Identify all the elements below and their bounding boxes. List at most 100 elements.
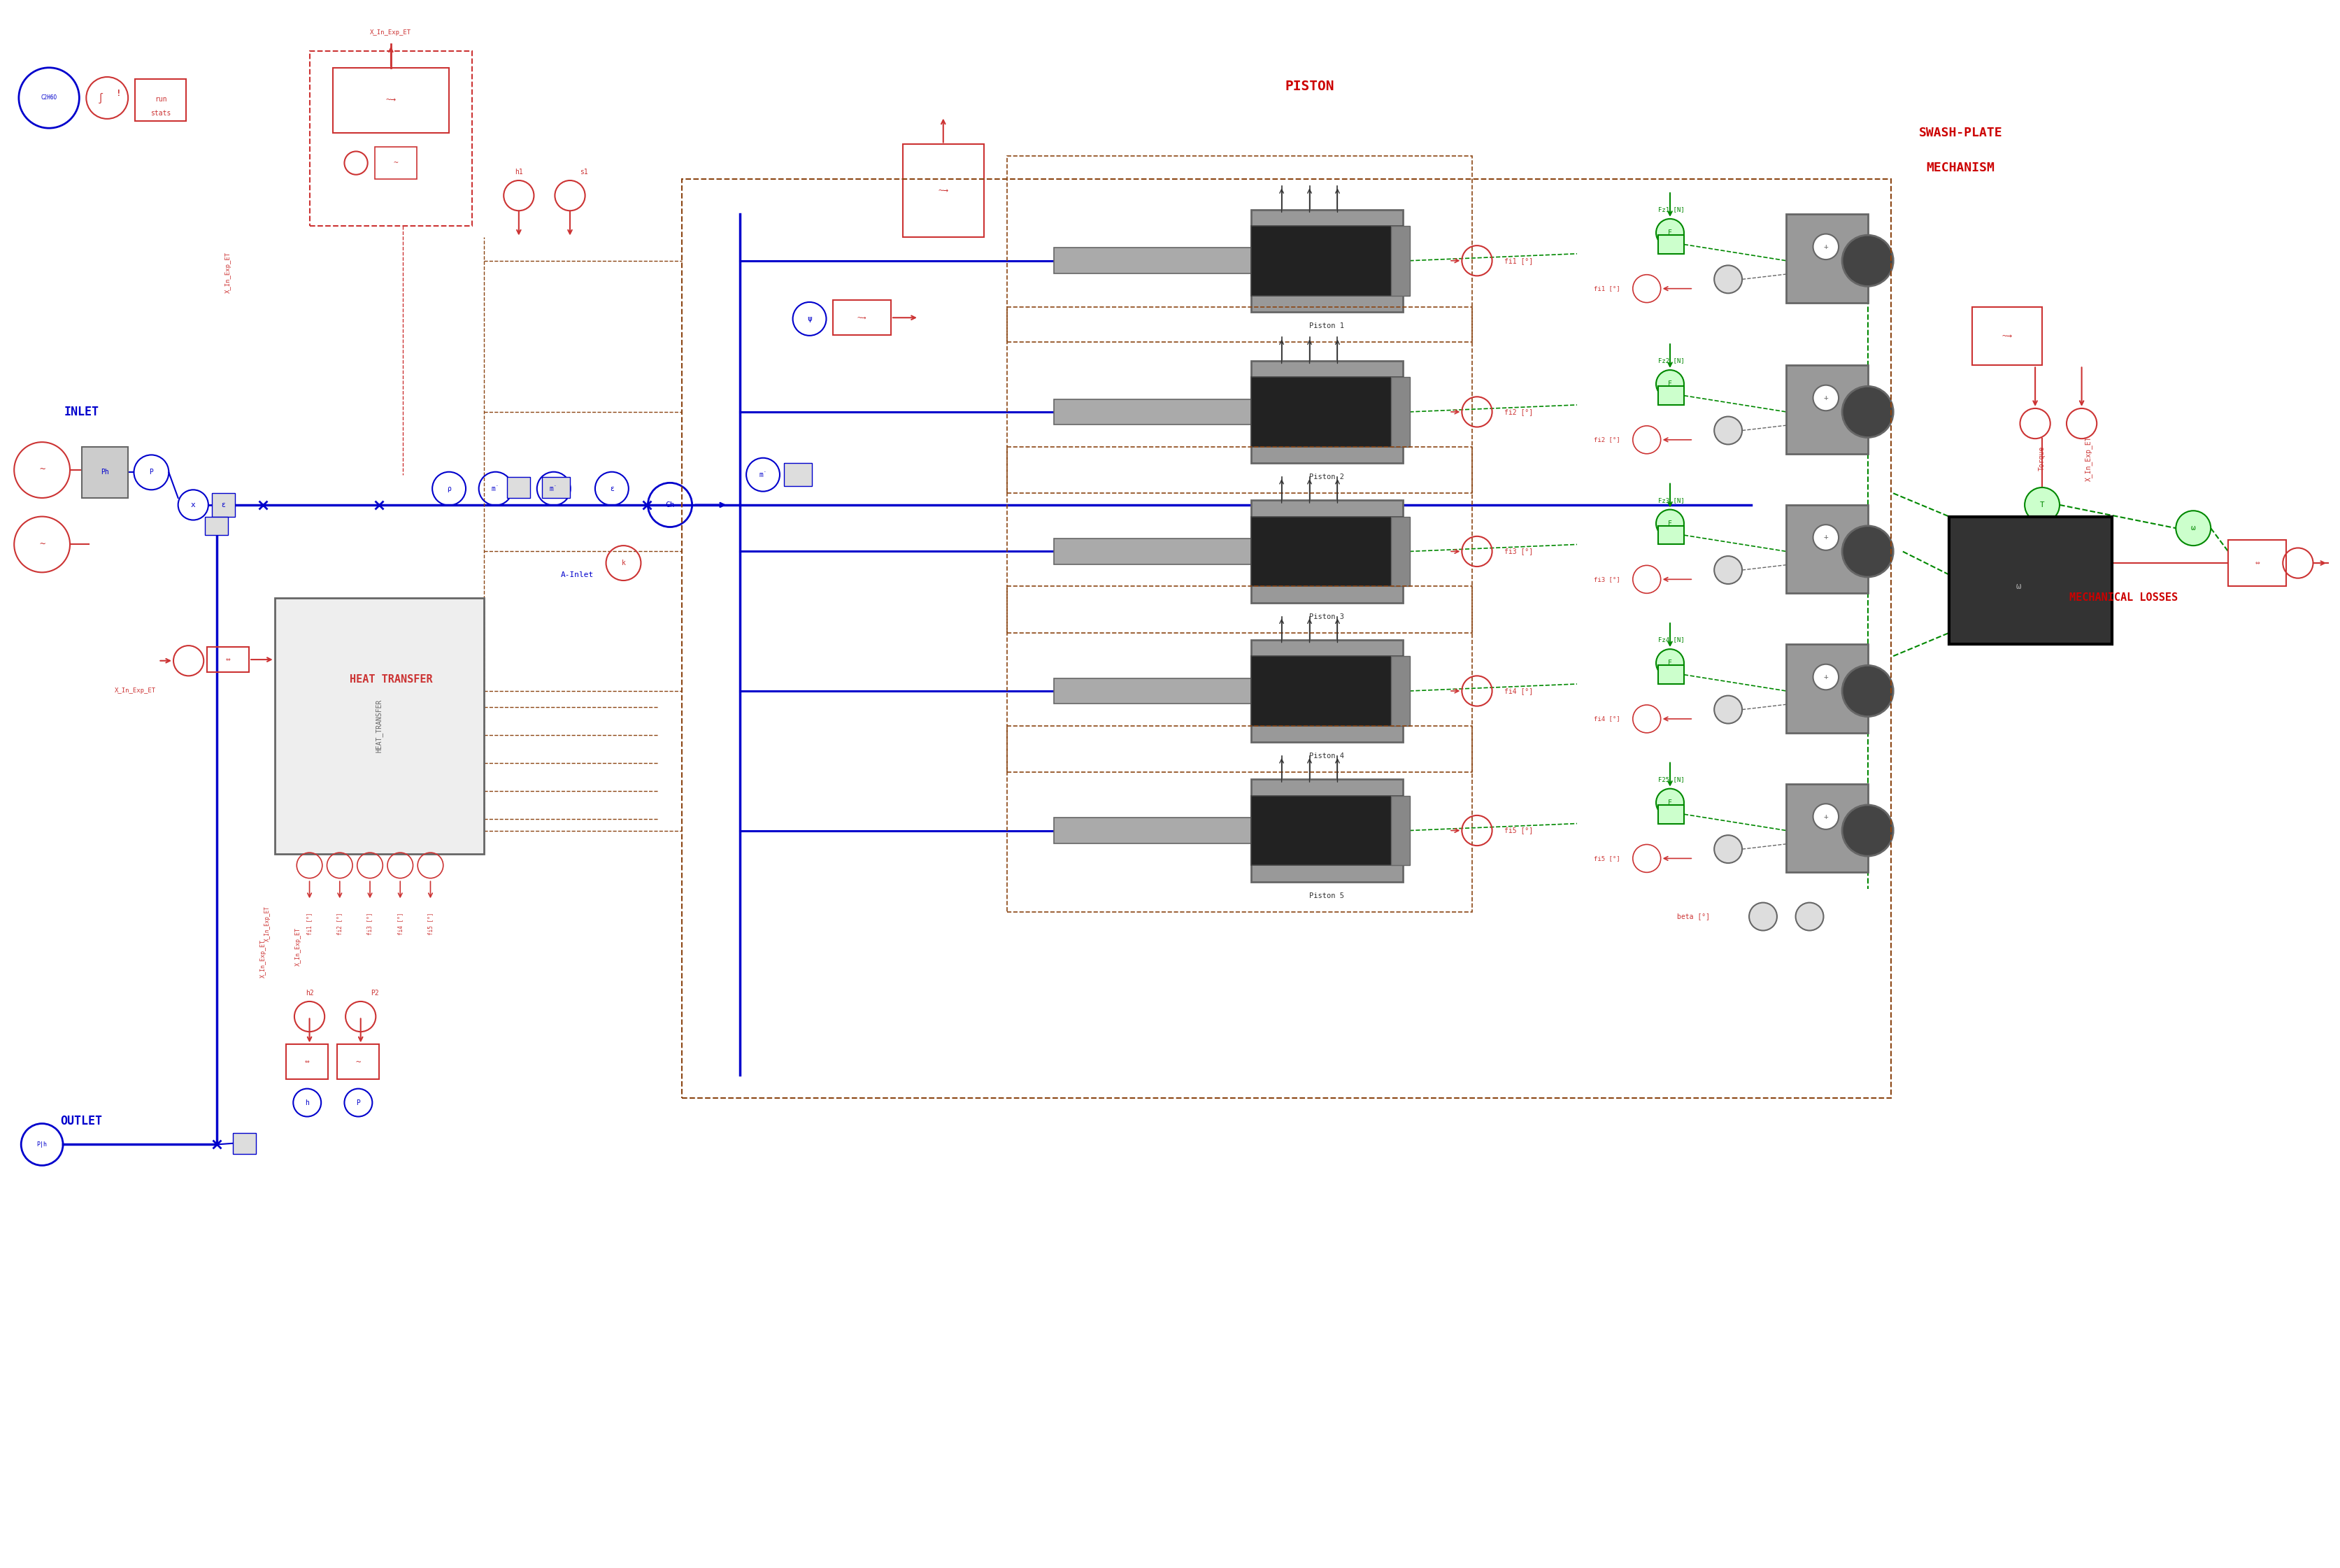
Bar: [543, 477, 571, 499]
Bar: [784, 463, 812, 486]
Text: fi5 [°]: fi5 [°]: [428, 913, 433, 935]
Circle shape: [1814, 386, 1839, 411]
Text: P|h: P|h: [37, 1142, 47, 1148]
Text: Fz4 [N]: Fz4 [N]: [1659, 637, 1685, 643]
Text: fi5 [°]: fi5 [°]: [1594, 855, 1619, 861]
Text: ~→: ~→: [856, 314, 866, 321]
Text: MECHANISM: MECHANISM: [1926, 162, 1996, 174]
Bar: [374, 147, 417, 179]
Bar: [1252, 500, 1402, 602]
Text: ω: ω: [2017, 582, 2022, 591]
Text: Torque: Torque: [2038, 445, 2045, 470]
Bar: [1252, 210, 1402, 312]
Bar: [1390, 376, 1409, 447]
Text: X_In_Exp_ET: X_In_Exp_ET: [115, 688, 157, 695]
Bar: [833, 299, 892, 336]
Text: +: +: [1823, 243, 1828, 251]
Text: Piston 4: Piston 4: [1310, 753, 1345, 759]
Circle shape: [1657, 789, 1685, 817]
Text: Piston 2: Piston 2: [1310, 474, 1345, 480]
Text: h1: h1: [515, 169, 522, 176]
Text: h2: h2: [307, 989, 314, 997]
Bar: [274, 597, 484, 853]
Text: Fz3 [N]: Fz3 [N]: [1659, 497, 1685, 503]
Text: ⇔: ⇔: [304, 1058, 309, 1065]
Text: beta [°]: beta [°]: [1678, 913, 1711, 920]
Bar: [1390, 516, 1409, 586]
Bar: [1659, 525, 1685, 544]
Text: SWASH-PLATE: SWASH-PLATE: [1919, 127, 2003, 140]
Bar: [1973, 307, 2043, 365]
Text: ṁ: ṁ: [758, 470, 768, 478]
Text: !: !: [117, 89, 122, 97]
Text: +: +: [1823, 674, 1828, 681]
Circle shape: [2176, 511, 2211, 546]
Text: F: F: [1668, 660, 1673, 666]
Text: HEAT_TRANSFER: HEAT_TRANSFER: [374, 699, 384, 753]
Bar: [1785, 215, 1867, 303]
Bar: [1252, 516, 1402, 586]
Text: F: F: [1668, 229, 1673, 237]
Bar: [82, 447, 129, 499]
Text: Piston 3: Piston 3: [1310, 613, 1345, 619]
Text: OUTLET: OUTLET: [61, 1115, 103, 1127]
Text: fi2 [°]: fi2 [°]: [337, 913, 344, 935]
Text: run: run: [154, 96, 166, 102]
Text: ε: ε: [611, 485, 613, 492]
Circle shape: [1715, 557, 1741, 583]
Text: fi2 [°]: fi2 [°]: [1505, 408, 1533, 416]
Text: h: h: [304, 1099, 309, 1105]
Bar: [309, 52, 473, 226]
Text: fi4 [°]: fi4 [°]: [1505, 687, 1533, 695]
Text: F: F: [1668, 381, 1673, 387]
Text: fi2 [°]: fi2 [°]: [1594, 436, 1619, 442]
Bar: [1053, 818, 1252, 844]
Text: ṁ: ṁ: [550, 485, 557, 492]
Bar: [208, 646, 248, 673]
Bar: [1785, 505, 1867, 593]
Text: ε: ε: [222, 502, 225, 508]
Bar: [1785, 784, 1867, 872]
Circle shape: [1842, 525, 1893, 577]
Text: fi5 [°]: fi5 [°]: [1505, 826, 1533, 834]
Text: P: P: [356, 1099, 360, 1105]
Text: X_In_Exp_ET: X_In_Exp_ET: [225, 251, 232, 293]
Text: ~→: ~→: [386, 96, 395, 105]
Circle shape: [1814, 525, 1839, 550]
Bar: [1659, 804, 1685, 823]
Text: fi1 [°]: fi1 [°]: [1594, 285, 1619, 292]
Text: ∫: ∫: [98, 93, 103, 103]
Bar: [1006, 447, 1472, 633]
Text: k: k: [622, 560, 625, 566]
Circle shape: [1842, 665, 1893, 717]
Bar: [232, 1132, 255, 1154]
Text: ~: ~: [40, 466, 44, 475]
Bar: [1659, 235, 1685, 254]
Bar: [1785, 644, 1867, 732]
Text: ṁ: ṁ: [491, 485, 501, 492]
Text: fi4 [°]: fi4 [°]: [398, 913, 402, 935]
Circle shape: [2024, 488, 2059, 522]
Text: s1: s1: [580, 169, 587, 176]
Bar: [2228, 539, 2286, 586]
Bar: [1390, 655, 1409, 726]
Bar: [206, 516, 227, 535]
Text: fi1 [°]: fi1 [°]: [307, 913, 314, 935]
Text: ~→: ~→: [938, 187, 948, 196]
Text: INLET: INLET: [63, 406, 98, 419]
Text: F25 [N]: F25 [N]: [1659, 776, 1685, 782]
Circle shape: [1657, 649, 1685, 677]
Circle shape: [1795, 903, 1823, 930]
Text: +: +: [1823, 535, 1828, 541]
Bar: [1252, 376, 1402, 447]
Bar: [213, 494, 234, 516]
Text: stats: stats: [150, 110, 171, 116]
Text: fi3 [°]: fi3 [°]: [367, 913, 372, 935]
Bar: [1252, 779, 1402, 881]
Circle shape: [1715, 836, 1741, 862]
Text: fi3 [°]: fi3 [°]: [1594, 575, 1619, 582]
Circle shape: [1842, 804, 1893, 856]
Circle shape: [1657, 220, 1685, 246]
Text: Ph: Ph: [101, 469, 110, 475]
Text: Fz2 [N]: Fz2 [N]: [1659, 358, 1685, 364]
